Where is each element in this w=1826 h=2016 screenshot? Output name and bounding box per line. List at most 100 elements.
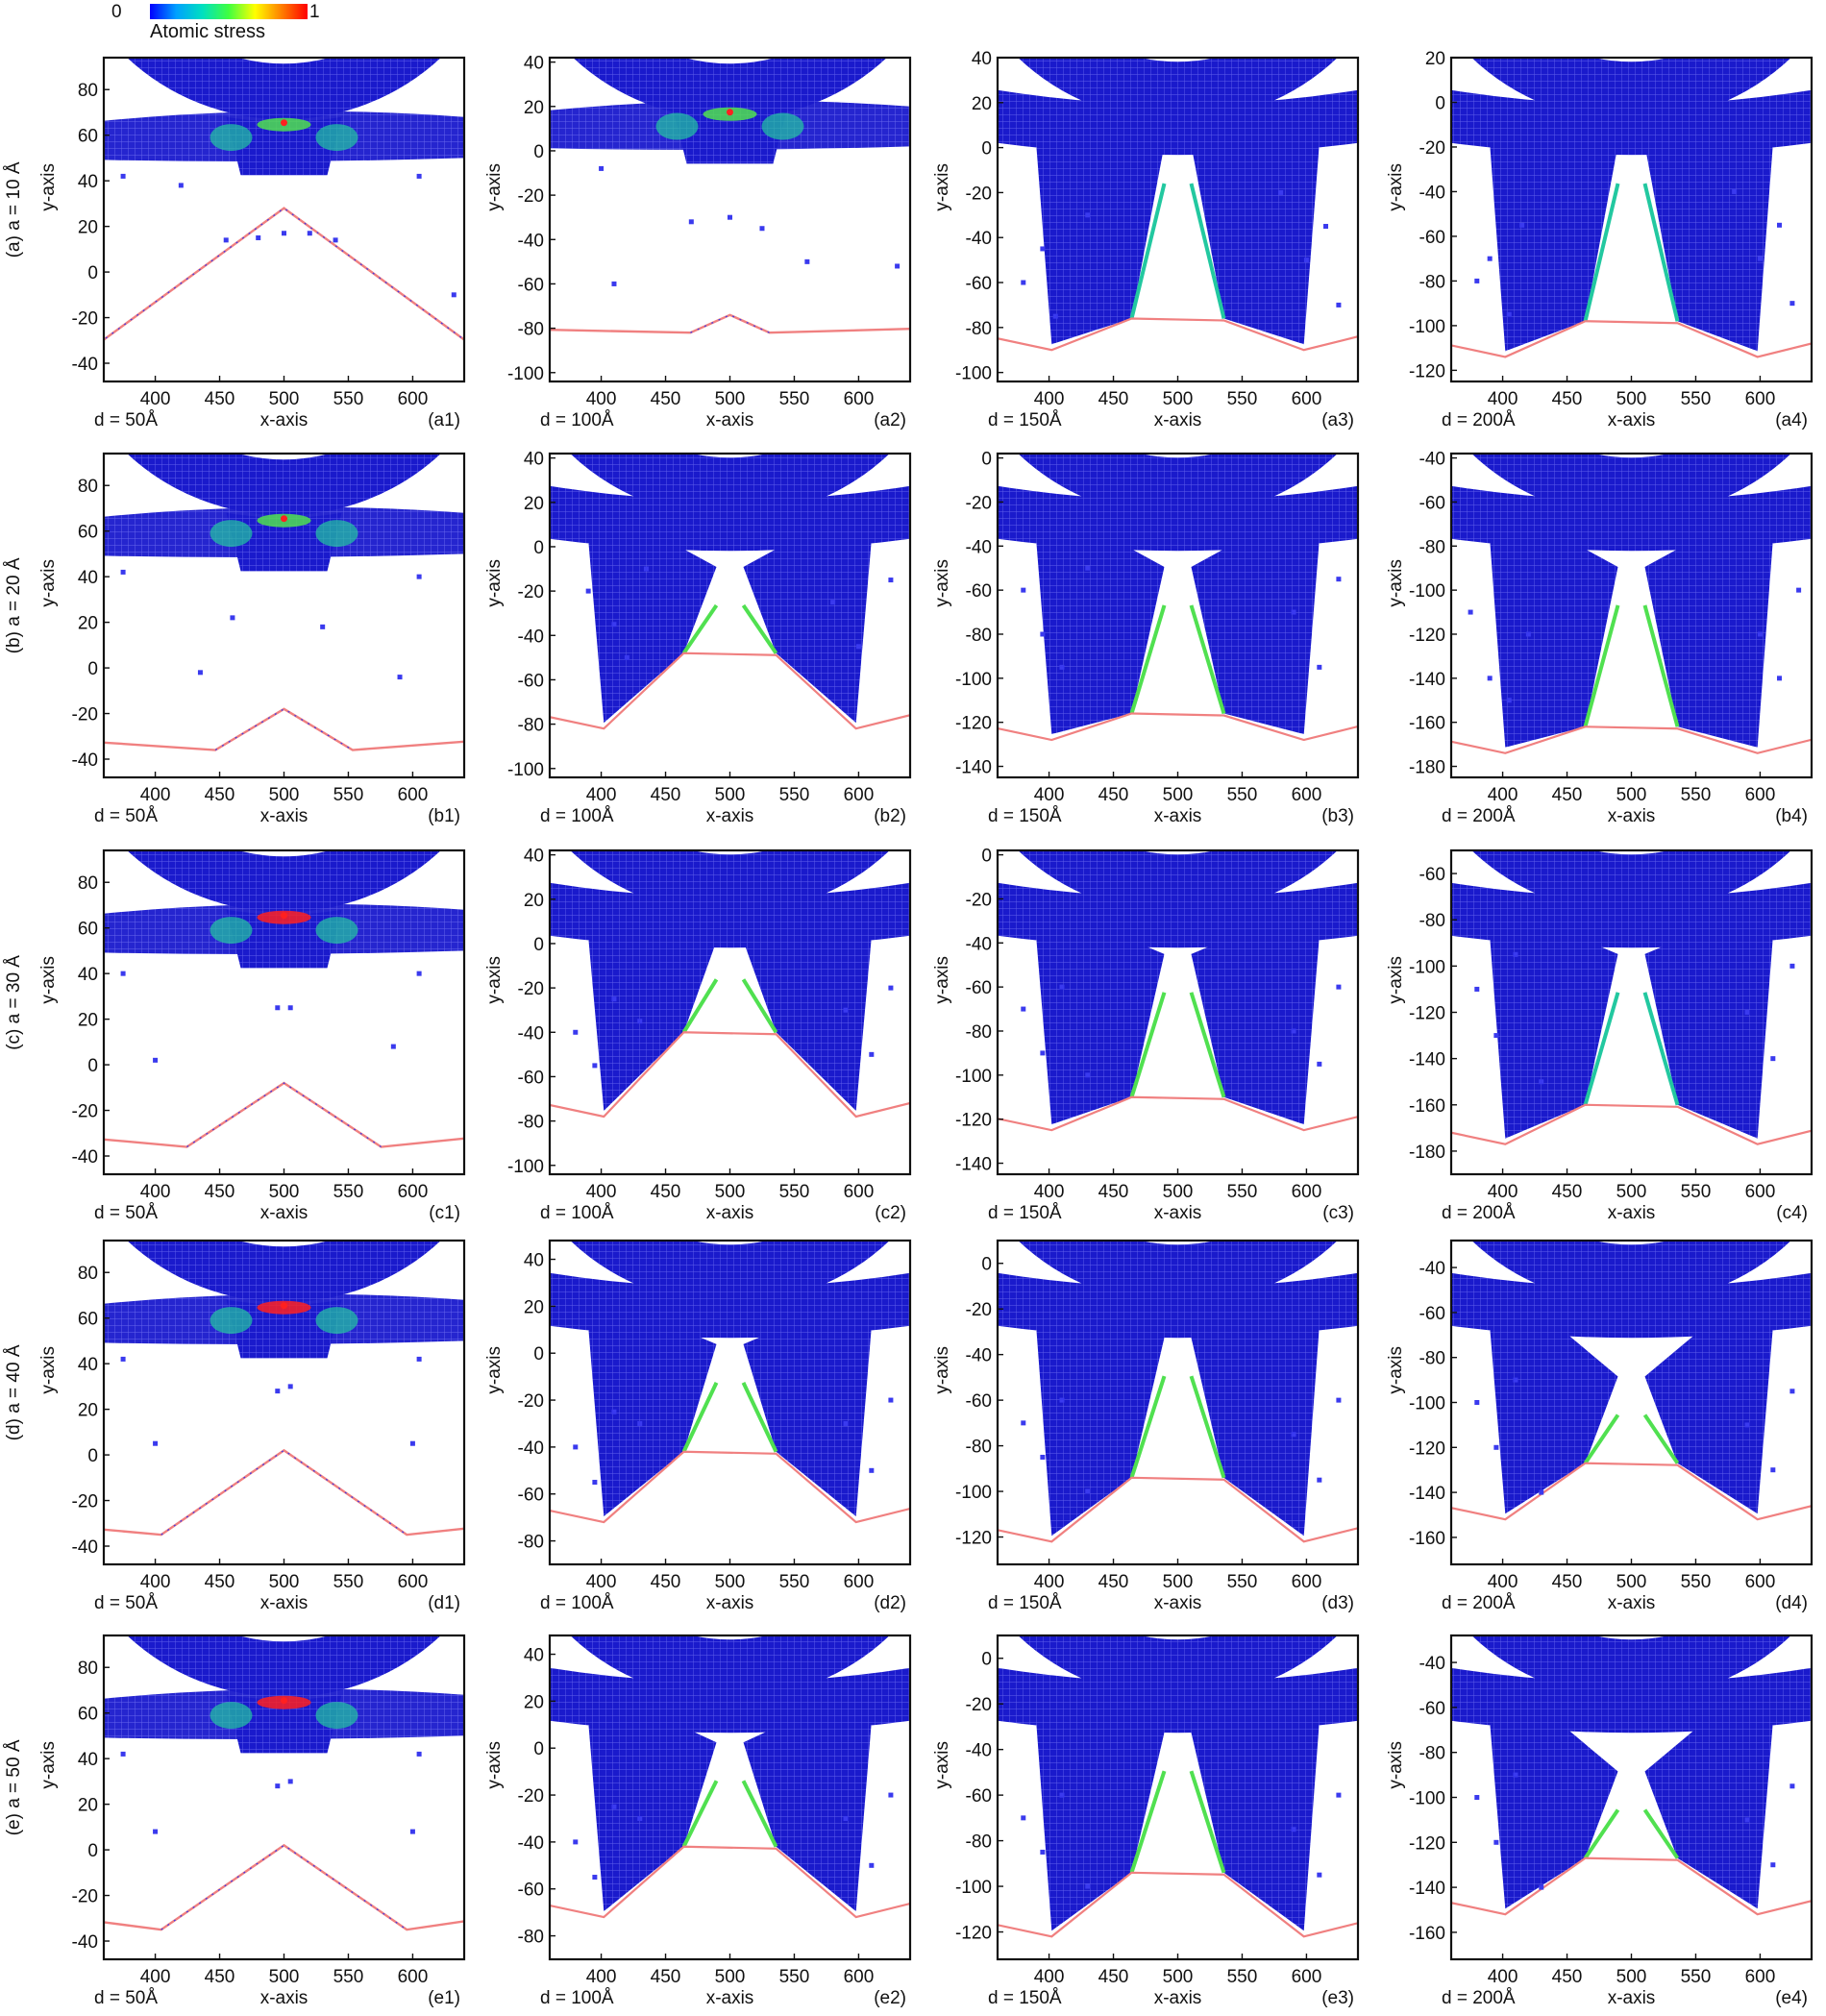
stress-edge-right [1189, 1770, 1226, 1874]
stress-edge-right [1642, 183, 1680, 322]
panel-e4-content [1451, 1635, 1812, 1916]
substrate-boundary [104, 1448, 464, 1537]
x-tick-label: 600 [398, 389, 429, 409]
y-tick-label: 20 [78, 1011, 98, 1031]
scatter-point [1052, 313, 1058, 319]
x-tick-label: 600 [398, 1967, 429, 1987]
substrate-boundary [550, 1845, 910, 1919]
scatter-point [573, 1029, 579, 1035]
scatter-point [390, 1044, 396, 1049]
scatter-point [120, 173, 126, 179]
scatter-point [592, 1875, 598, 1881]
substrate-boundary [104, 207, 464, 349]
panel-label: (e1) [428, 1988, 460, 2008]
scatter-point [1323, 224, 1329, 230]
stress-edge-left [1583, 1808, 1620, 1859]
panel-label: (d1) [428, 1593, 460, 1613]
x-tick-label: 600 [1292, 785, 1322, 805]
scatter-point [1317, 664, 1322, 670]
x-tick-label: 450 [205, 1967, 235, 1987]
scatter-point [888, 1397, 894, 1403]
y-tick-label: 20 [78, 1401, 98, 1421]
y-tick-label: -20 [966, 890, 992, 910]
x-tick-label: 400 [586, 389, 617, 409]
scatter-point [1789, 301, 1795, 307]
scatter-point [416, 574, 422, 579]
scatter-point [1506, 698, 1512, 703]
tool-arc [1471, 1635, 1791, 1700]
scatter-point [1732, 188, 1738, 194]
x-tick-label: 550 [779, 1572, 810, 1592]
x-axis-label: x-axis [1154, 1203, 1202, 1223]
right-leg [743, 1706, 872, 1912]
panel-b4: -40 -60 -80 -100 -120 -140 -160 -180 400 450 500 55… [1386, 450, 1814, 826]
scatter-point [409, 1829, 415, 1834]
tool-arc [127, 58, 441, 120]
substrate-boundary [998, 1871, 1358, 1938]
y-tick-label: -100 [955, 1483, 992, 1503]
scatter-point [1021, 1006, 1026, 1012]
y-axis-label: y-axis [1386, 1346, 1406, 1394]
y-tick-label: -60 [1419, 865, 1445, 885]
stress-edge-left [1583, 604, 1620, 727]
notch-atoms [186, 1082, 382, 1148]
scatter-point [855, 644, 861, 650]
y-tick-label: -20 [72, 1492, 98, 1512]
tool-arc [570, 1635, 890, 1700]
substrate-boundary [1451, 1462, 1812, 1521]
y-tick-label: 40 [524, 847, 544, 867]
scatter-point [573, 1839, 579, 1845]
x-tick-label: 450 [205, 389, 235, 409]
y-tick-label: -180 [1409, 1143, 1445, 1163]
scatter-point [1040, 1454, 1046, 1460]
x-tick-label: 450 [1552, 389, 1583, 409]
stress-edge-left [681, 978, 719, 1034]
x-tick-label: 600 [844, 1572, 875, 1592]
y-tick-label: 0 [981, 1650, 992, 1670]
stress-edge-left [1129, 183, 1167, 319]
y-tick-label: -20 [72, 1887, 98, 1907]
stress-edge-left [681, 1780, 719, 1848]
y-tick-label: -100 [955, 1067, 992, 1087]
tool-arc [1471, 1241, 1791, 1305]
x-tick-label: 550 [333, 1182, 364, 1202]
y-tick-label: 40 [78, 1750, 98, 1770]
panel-c2-content [550, 850, 910, 1119]
scatter-point [1021, 1815, 1026, 1821]
y-tick-label: 0 [533, 538, 544, 558]
y-tick-label: -160 [1409, 1924, 1445, 1944]
substrate-boundary [998, 1095, 1358, 1132]
x-tick-label: 500 [715, 1967, 746, 1987]
stress-edge-left [681, 603, 719, 654]
y-tick-label: 80 [78, 873, 98, 894]
scatter-point [869, 1051, 875, 1057]
y-tick-label: -80 [1419, 272, 1445, 292]
scatter-point [230, 615, 235, 621]
x-tick-label: 500 [715, 389, 746, 409]
scatter-point [1513, 1377, 1518, 1383]
d-label: d = 50Å [94, 410, 158, 430]
x-axis-label: x-axis [706, 1988, 754, 2008]
x-tick-label: 450 [1552, 1572, 1583, 1592]
x-tick-label: 400 [1034, 785, 1065, 805]
contact-zone [226, 116, 342, 176]
scatter-point [1474, 986, 1480, 992]
panel-label: (b3) [1321, 806, 1354, 826]
y-tick-label: -120 [1409, 1004, 1445, 1024]
y-tick-label: -100 [507, 364, 544, 384]
scatter-point [869, 1467, 875, 1473]
substrate-boundary [1451, 320, 1812, 358]
scatter-point [1291, 609, 1296, 615]
y-tick-label: 0 [981, 139, 992, 160]
y-tick-label: -80 [518, 1113, 544, 1133]
scatter-point [843, 1815, 849, 1821]
y-tick-label: 60 [78, 1705, 98, 1725]
scatter-point [1336, 1397, 1342, 1403]
left-leg [588, 1706, 717, 1912]
scatter-point [1291, 1028, 1296, 1034]
x-tick-label: 500 [1616, 389, 1647, 409]
panel-e2-content [550, 1635, 910, 1919]
tool-arc [1018, 850, 1338, 915]
scatter-point [637, 1815, 643, 1821]
